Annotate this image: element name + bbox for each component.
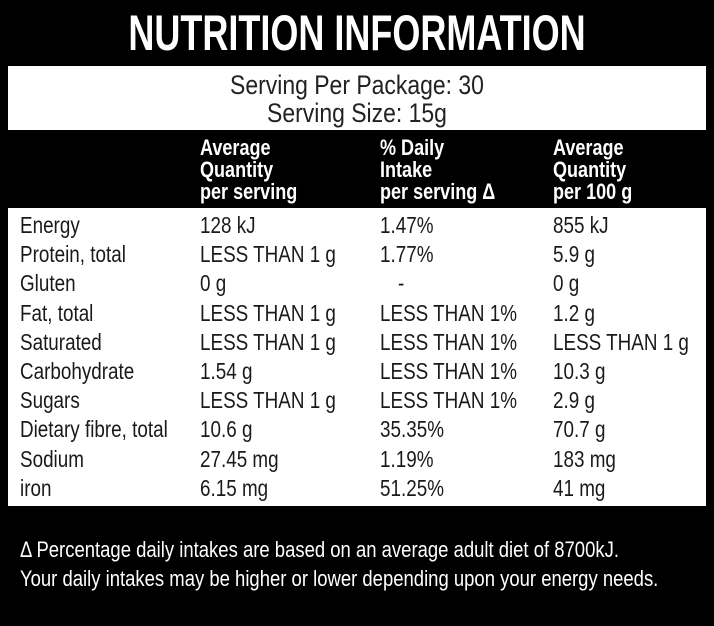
column-header: % Daily	[380, 135, 445, 160]
nutrient-value: 27.45 mg	[200, 445, 279, 472]
nutrient-value: LESS THAN 1%	[380, 328, 517, 355]
serving-box	[8, 66, 706, 130]
nutrient-name: Sugars	[20, 387, 80, 414]
nutrient-value: 41 mg	[553, 474, 606, 501]
nutrient-name: Protein, total	[20, 241, 126, 268]
nutrient-name: Fat, total	[20, 299, 94, 326]
nutrient-value: 6.15 mg	[200, 474, 269, 501]
column-header: Quantity	[553, 157, 627, 182]
nutrient-value: LESS THAN 1%	[380, 358, 517, 384]
nutrient-value: 1.47%	[380, 212, 434, 238]
column-header: Intake	[380, 157, 433, 182]
nutrient-value: 183 mg	[553, 445, 616, 472]
column-header: Average	[553, 135, 624, 160]
nutrient-value: 10.3 g	[553, 358, 606, 384]
nutrient-name: Sodium	[20, 445, 84, 472]
nutrient-value: 51.25%	[380, 474, 444, 501]
table-body	[8, 208, 706, 506]
nutrient-value: 70.7 g	[553, 416, 606, 443]
serving-per-package: Serving Per Package: 30	[230, 70, 484, 100]
nutrient-value: LESS THAN 1 g	[553, 328, 689, 355]
nutrient-name: Energy	[20, 212, 80, 238]
nutrient-value: 2.9 g	[553, 387, 595, 414]
nutrient-name: iron	[20, 474, 52, 501]
nutrient-value: LESS THAN 1 g	[200, 299, 336, 326]
nutrient-value: LESS THAN 1%	[380, 387, 517, 414]
nutrient-value: 1.19%	[380, 445, 434, 472]
nutrient-value: LESS THAN 1 g	[200, 328, 336, 355]
nutrient-name: Dietary fibre, total	[20, 416, 168, 443]
nutrient-name: Gluten	[20, 270, 76, 297]
footnote: Your daily intakes may be higher or lowe…	[20, 566, 659, 591]
nutrient-name: Carbohydrate	[20, 358, 135, 384]
nutrient-value: LESS THAN 1 g	[200, 387, 336, 414]
nutrient-name: Saturated	[20, 328, 102, 355]
serving-size: Serving Size: 15g	[267, 98, 447, 128]
nutrient-value: 35.35%	[380, 416, 444, 443]
nutrient-value: LESS THAN 1%	[380, 299, 517, 326]
nutrient-value: LESS THAN 1 g	[200, 241, 336, 268]
nutrient-value: 855 kJ	[553, 212, 609, 238]
column-header: per 100 g	[553, 179, 633, 204]
nutrient-value: 5.9 g	[553, 241, 595, 268]
nutrient-value: -	[398, 270, 405, 297]
nutrient-value: 1.77%	[380, 241, 434, 268]
nutrient-value: 0 g	[553, 270, 580, 297]
column-header: Quantity	[200, 157, 274, 182]
title: NUTRITION INFORMATION	[128, 5, 586, 61]
nutrient-value: 0 g	[200, 270, 227, 297]
nutrient-value: 1.2 g	[553, 299, 595, 326]
nutrient-value: 1.54 g	[200, 358, 253, 384]
column-header: per serving Δ	[380, 179, 496, 204]
nutrient-value: 10.6 g	[200, 416, 253, 443]
column-header: per serving	[200, 179, 298, 204]
column-header: Average	[200, 135, 271, 160]
footnote: Δ Percentage daily intakes are based on …	[20, 537, 619, 562]
nutrient-value: 128 kJ	[200, 212, 256, 238]
